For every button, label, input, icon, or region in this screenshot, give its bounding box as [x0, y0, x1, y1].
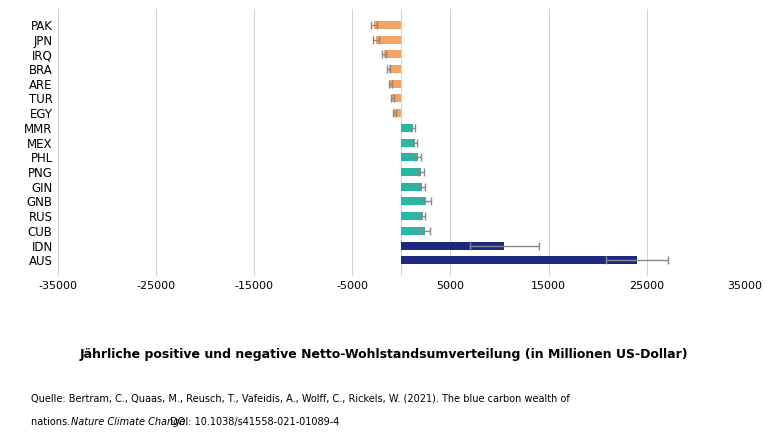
- Bar: [401, 124, 413, 132]
- Text: DOI: 10.1038/s41558-021-01089-4: DOI: 10.1038/s41558-021-01089-4: [167, 417, 339, 427]
- Text: nations.: nations.: [31, 417, 73, 427]
- Bar: [390, 79, 401, 88]
- Bar: [395, 109, 401, 117]
- Text: Nature Climate Change.: Nature Climate Change.: [71, 417, 188, 427]
- Text: Jährliche positive und negative Netto-Wohlstandsumverteilung (in Millionen US-Do: Jährliche positive und negative Netto-Wo…: [80, 348, 688, 361]
- Bar: [392, 94, 401, 102]
- Bar: [401, 212, 423, 220]
- Bar: [401, 241, 505, 250]
- Bar: [374, 21, 401, 29]
- Bar: [383, 50, 401, 58]
- Bar: [401, 227, 425, 235]
- Text: Quelle: Bertram, C., Quaas, M., Reusch, T., Vafeidis, A., Wolff, C., Rickels, W.: Quelle: Bertram, C., Quaas, M., Reusch, …: [31, 393, 569, 403]
- Bar: [401, 168, 421, 176]
- Bar: [389, 65, 401, 73]
- Bar: [401, 183, 422, 191]
- Bar: [401, 256, 637, 264]
- Bar: [401, 197, 425, 206]
- Bar: [401, 153, 418, 161]
- Bar: [376, 35, 401, 44]
- Bar: [401, 139, 415, 146]
